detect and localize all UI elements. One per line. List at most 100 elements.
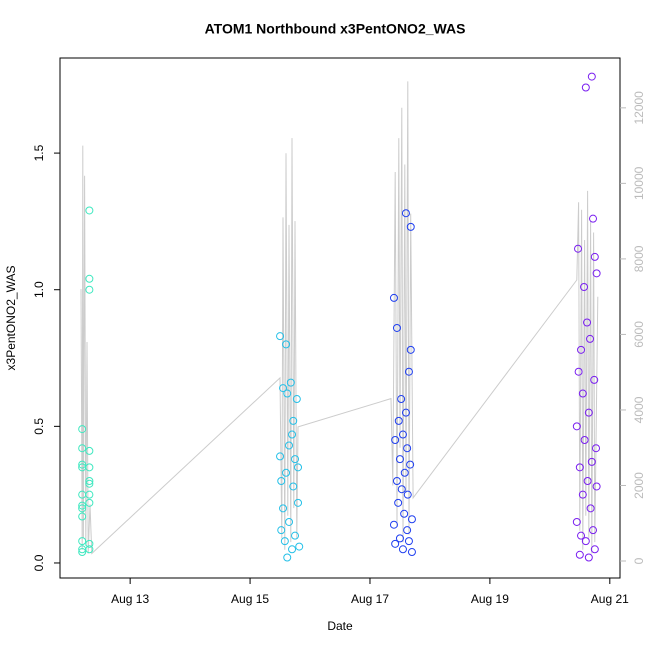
data-point — [590, 545, 599, 554]
data-point — [85, 463, 94, 472]
data-point — [78, 537, 87, 546]
data-point — [85, 545, 94, 554]
data-point — [400, 509, 409, 518]
y2-tick-label: 0 — [632, 557, 646, 564]
data-point — [85, 539, 94, 548]
data-point — [78, 512, 87, 521]
data-point — [291, 455, 300, 464]
data-point — [574, 244, 583, 253]
data-point — [285, 517, 294, 526]
y2-tick-label: 6000 — [632, 321, 646, 348]
y2-tick-label: 12000 — [632, 91, 646, 125]
data-point — [288, 430, 297, 439]
data-point — [394, 498, 403, 507]
data-point — [577, 531, 586, 540]
data-point — [286, 378, 295, 387]
data-point — [589, 526, 598, 535]
data-point — [581, 537, 590, 546]
data-point — [586, 504, 595, 513]
data-point — [592, 444, 601, 453]
data-point — [282, 468, 291, 477]
data-point — [391, 539, 400, 548]
y2-tick-label: 4000 — [632, 396, 646, 423]
data-point — [276, 452, 285, 461]
data-point — [395, 455, 404, 464]
data-point — [85, 274, 94, 283]
data-point — [401, 408, 410, 417]
data-point — [294, 463, 303, 472]
data-point — [279, 504, 288, 513]
data-point — [277, 476, 286, 485]
x-tick-label: Aug 19 — [471, 592, 509, 606]
data-point — [406, 345, 415, 354]
data-point — [592, 482, 601, 491]
data-point — [85, 476, 94, 485]
data-point — [391, 436, 400, 445]
data-point — [276, 332, 285, 341]
data-point — [85, 206, 94, 215]
data-point — [583, 318, 592, 327]
data-point — [574, 367, 583, 376]
chart-title: ATOM1 Northbound x3PentONO2_WAS — [205, 21, 466, 37]
data-point — [288, 545, 297, 554]
data-point — [406, 460, 415, 469]
data-point — [587, 72, 596, 81]
data-point — [397, 485, 406, 494]
x-axis-title: Date — [327, 619, 353, 633]
data-point — [578, 490, 587, 499]
data-point — [85, 446, 94, 455]
data-point — [282, 340, 291, 349]
x-tick-label: Aug 17 — [351, 592, 389, 606]
data-point — [581, 83, 590, 92]
data-point — [580, 436, 589, 445]
data-point — [572, 517, 581, 526]
data-point — [292, 395, 301, 404]
data-point — [404, 367, 413, 376]
data-line — [80, 81, 599, 555]
data-point — [78, 460, 87, 469]
data-point — [578, 389, 587, 398]
data-point — [283, 389, 292, 398]
plot-box — [59, 57, 621, 579]
data-point — [85, 285, 94, 294]
y-tick-label: 1.0 — [32, 281, 46, 298]
data-point — [590, 375, 599, 384]
data-point — [584, 408, 593, 417]
data-point — [586, 334, 595, 343]
data-point — [394, 416, 403, 425]
data-point — [589, 214, 598, 223]
data-point — [279, 384, 288, 393]
data-point — [400, 468, 409, 477]
data-point — [295, 542, 304, 551]
data-point — [403, 526, 412, 535]
data-point — [280, 537, 289, 546]
data-point — [580, 282, 589, 291]
data-point — [392, 476, 401, 485]
data-point — [587, 457, 596, 466]
y-tick-label: 0.5 — [32, 418, 46, 435]
data-point — [403, 490, 412, 499]
y-tick-label: 1.5 — [32, 144, 46, 161]
data-point — [403, 444, 412, 453]
data-point — [575, 463, 584, 472]
data-point — [277, 526, 286, 535]
data-point — [294, 498, 303, 507]
y-axis-title: x3PentONO2_WAS — [4, 266, 18, 371]
data-point — [395, 534, 404, 543]
data-point — [398, 430, 407, 439]
data-point — [404, 537, 413, 546]
data-point — [85, 490, 94, 499]
data-point — [285, 441, 294, 450]
data-point — [401, 209, 410, 218]
data-point — [583, 476, 592, 485]
x-tick-label: Aug 21 — [591, 592, 629, 606]
data-point — [389, 520, 398, 529]
y2-tick-label: 10000 — [632, 166, 646, 200]
data-point — [407, 515, 416, 524]
data-point — [78, 425, 87, 434]
y2-tick-label: 8000 — [632, 245, 646, 272]
data-point — [406, 222, 415, 231]
data-point — [85, 479, 94, 488]
x-tick-label: Aug 13 — [111, 592, 149, 606]
